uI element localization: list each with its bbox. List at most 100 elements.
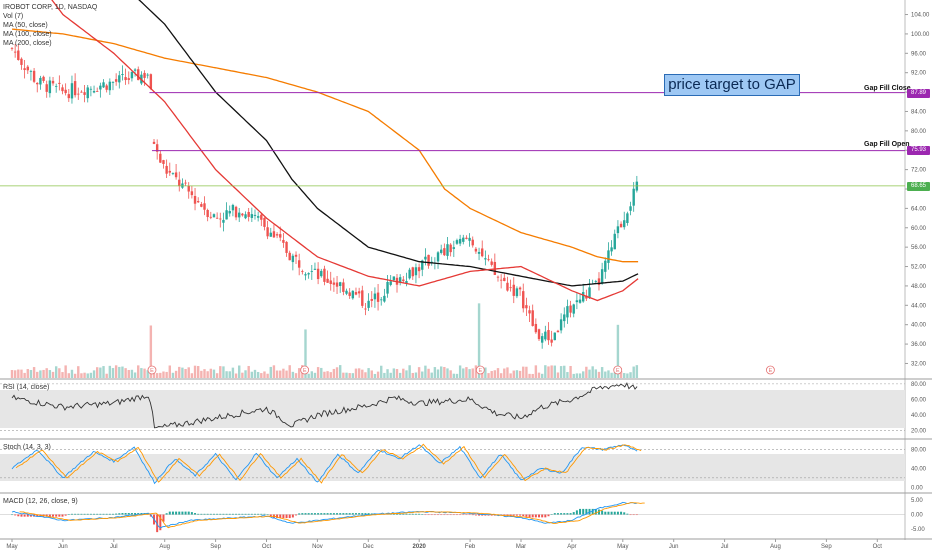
legend-ma-100[interactable]: MA (100, close) (3, 31, 52, 38)
volume-bar (439, 366, 443, 378)
volume-bar (282, 368, 285, 378)
volume-bar (86, 373, 89, 378)
volume-bar (96, 367, 99, 378)
macd-histogram-bar (58, 514, 61, 517)
candle-body (247, 211, 250, 217)
macd-histogram-bar (556, 513, 559, 515)
volume-bar (629, 372, 632, 378)
macd-histogram-bar (455, 514, 458, 516)
rsi-legend[interactable]: RSI (14, close) (3, 384, 50, 391)
volume-bar (234, 373, 238, 378)
macd-histogram-bar (560, 513, 563, 515)
candle-body (108, 81, 112, 91)
candle-body (168, 170, 171, 173)
volume-bar (421, 371, 424, 378)
candle-body (39, 77, 42, 85)
candle-body (99, 85, 102, 90)
macd-histogram-bar (134, 513, 137, 515)
volume-bar (171, 372, 175, 378)
stoch-legend[interactable]: Stoch (14, 3, 3) (3, 444, 51, 451)
volume-bar (370, 370, 373, 378)
symbol-title[interactable]: IROBOT CORP, 1D, NASDAQ (3, 4, 98, 11)
volume-bar (474, 365, 478, 378)
candle-body (506, 282, 509, 291)
gap-fill-close-label[interactable]: Gap Fill Close (864, 85, 911, 92)
macd-histogram-bar (396, 513, 399, 515)
indicator-tick-label: 0.00 (911, 485, 923, 491)
macd-histogram-bar (623, 512, 626, 515)
macd-histogram-bar (490, 514, 493, 516)
price-target-annotation[interactable]: price target to GAP (664, 74, 800, 96)
volume-bar (424, 365, 427, 378)
macd-histogram-bar (579, 508, 582, 515)
candle-body (556, 330, 560, 333)
candle-body (279, 234, 282, 238)
macd-histogram-bar (140, 513, 143, 515)
candle-body (80, 91, 83, 93)
volume-bar (272, 365, 276, 378)
legend-ma-50[interactable]: MA (50, close) (3, 22, 48, 29)
candle-body (496, 276, 500, 278)
candle-body (149, 74, 153, 89)
macd-histogram-bar (342, 513, 345, 515)
candle-body (490, 261, 493, 265)
volume-bar (635, 365, 639, 378)
volume-bar (32, 367, 36, 378)
price-tick-label: 56.00 (911, 245, 927, 251)
candle-body (291, 255, 295, 263)
candle-body (275, 234, 279, 236)
macd-histogram-bar (130, 513, 133, 515)
volume-bar (155, 373, 159, 378)
macd-histogram-bar (534, 514, 537, 518)
volume-bar (196, 366, 200, 378)
volume-bar (332, 368, 336, 378)
price-tick-label: 72.00 (911, 168, 927, 174)
volume-bar (610, 372, 613, 378)
volume-bar (506, 367, 509, 378)
volume-bar (528, 373, 531, 378)
macd-histogram-bar (632, 514, 635, 516)
macd-histogram-bar (295, 514, 298, 516)
volume-bar (174, 370, 178, 378)
volume-bar (140, 368, 143, 378)
macd-histogram-bar (67, 514, 70, 515)
candle-body (51, 80, 55, 84)
earnings-marker-glyph: E (616, 368, 620, 374)
time-tick-label: Aug (770, 544, 781, 550)
macd-histogram-bar (512, 514, 515, 516)
volume-bar (89, 372, 93, 378)
indicator-tick-label: 80.00 (911, 447, 927, 453)
macd-histogram-bar (585, 508, 588, 515)
macd-histogram-bar (336, 513, 339, 515)
time-tick-label: Sep (821, 544, 832, 550)
earnings-marker-glyph: E (303, 368, 307, 374)
macd-histogram-bar (219, 513, 222, 515)
candle-body (402, 279, 405, 282)
macd-legend[interactable]: MACD (12, 26, close, 9) (3, 498, 78, 505)
candle-body (540, 336, 544, 343)
candle-body (354, 292, 358, 295)
volume-bar (285, 370, 288, 378)
macd-histogram-bar (531, 514, 534, 518)
macd-histogram-bar (263, 513, 266, 515)
legend-volume[interactable]: Vol (7) (3, 13, 24, 20)
gap-fill-open-label[interactable]: Gap Fill Open (864, 141, 910, 148)
volume-bar (279, 370, 282, 378)
volume-bar (294, 373, 298, 378)
volume-bar (178, 366, 181, 378)
macd-histogram-bar (354, 513, 357, 515)
candle-body (462, 237, 465, 242)
macd-histogram-bar (48, 514, 51, 517)
legend-ma-200[interactable]: MA (200, close) (3, 40, 52, 47)
price-tick-label: 52.00 (911, 265, 927, 271)
macd-histogram-bar (459, 514, 462, 516)
candle-body (127, 78, 130, 80)
macd-histogram-bar (197, 513, 200, 515)
volume-bar (275, 370, 279, 378)
volume-bar (212, 369, 216, 378)
time-tick-label: Mar (516, 544, 526, 550)
candle-body (187, 185, 190, 192)
macd-histogram-bar (405, 513, 408, 515)
candle-body (597, 278, 601, 286)
